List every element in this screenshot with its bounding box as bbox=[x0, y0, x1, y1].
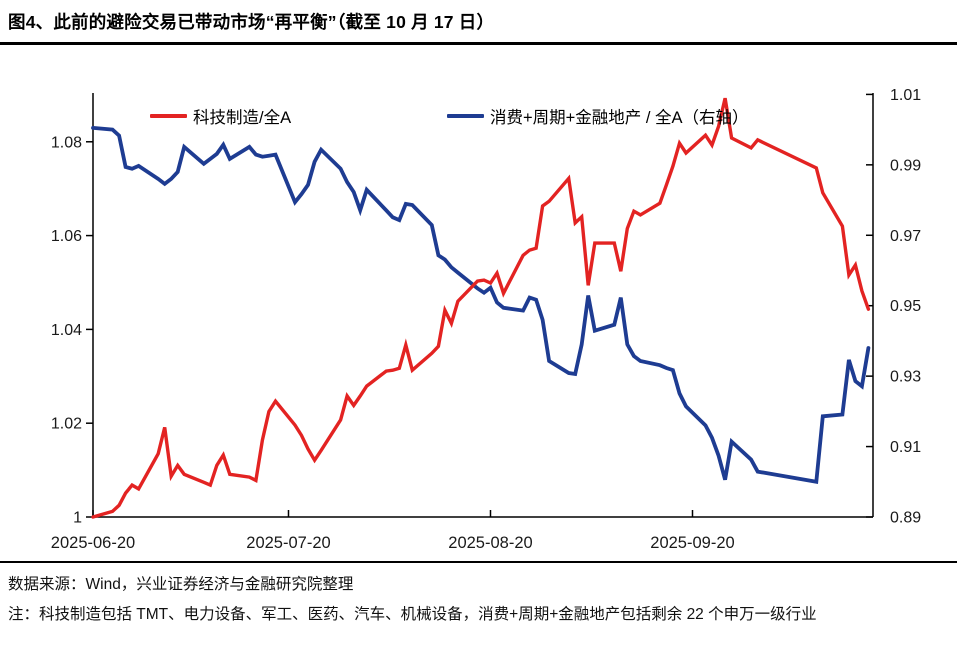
svg-text:1: 1 bbox=[73, 510, 82, 527]
left-axis: 1 1.02 1.04 1.06 1.08 bbox=[51, 134, 93, 527]
svg-text:0.97: 0.97 bbox=[890, 228, 921, 245]
legend-item-tech: 科技制造/全A bbox=[150, 103, 291, 129]
axes bbox=[92, 93, 874, 518]
series-consumer-line bbox=[91, 126, 871, 485]
svg-text:0.99: 0.99 bbox=[890, 157, 921, 174]
svg-text:1.02: 1.02 bbox=[51, 416, 82, 433]
series-tech-line bbox=[91, 97, 871, 519]
x-axis: 2025-06-20 2025-07-20 2025-08-20 2025-09-20 bbox=[51, 510, 735, 552]
legend-label-tech: 科技制造/全A bbox=[193, 109, 292, 127]
svg-text:0.89: 0.89 bbox=[890, 510, 921, 527]
svg-text:0.95: 0.95 bbox=[890, 298, 921, 315]
legend-label-consumer: 消费+周期+金融地产 / 全A（右轴） bbox=[490, 109, 749, 127]
data-source-text: 数据来源：Wind，兴业证券经济与金融研究院整理 bbox=[8, 576, 354, 593]
svg-text:2025-07-20: 2025-07-20 bbox=[246, 534, 330, 552]
svg-text:1.04: 1.04 bbox=[51, 322, 82, 339]
red-line-swatch-icon bbox=[150, 114, 187, 118]
svg-text:2025-06-20: 2025-06-20 bbox=[51, 534, 135, 552]
legend-item-consumer: 消费+周期+金融地产 / 全A（右轴） bbox=[447, 103, 749, 129]
note-text: 注：科技制造包括 TMT、电力设备、军工、医药、汽车、机械设备，消费+周期+金融… bbox=[8, 606, 817, 623]
svg-text:2025-09-20: 2025-09-20 bbox=[650, 534, 734, 552]
svg-text:1.08: 1.08 bbox=[51, 134, 82, 151]
chart-legend: 科技制造/全A 消费+周期+金融地产 / 全A（右轴） bbox=[0, 103, 957, 129]
right-axis: 0.89 0.91 0.93 0.95 0.97 0.99 1.01 bbox=[866, 87, 921, 527]
svg-text:0.93: 0.93 bbox=[890, 369, 921, 386]
svg-text:1.01: 1.01 bbox=[890, 87, 921, 104]
svg-text:0.91: 0.91 bbox=[890, 439, 921, 456]
svg-text:1.06: 1.06 bbox=[51, 228, 82, 245]
svg-text:2025-08-20: 2025-08-20 bbox=[448, 534, 532, 552]
chart-footnotes: 数据来源：Wind，兴业证券经济与金融研究院整理 注：科技制造包括 TMT、电力… bbox=[0, 561, 957, 630]
blue-line-swatch-icon bbox=[447, 114, 484, 118]
figure-title: 图4、此前的避险交易已带动市场“再平衡”（截至 10 月 17 日） bbox=[0, 0, 957, 45]
